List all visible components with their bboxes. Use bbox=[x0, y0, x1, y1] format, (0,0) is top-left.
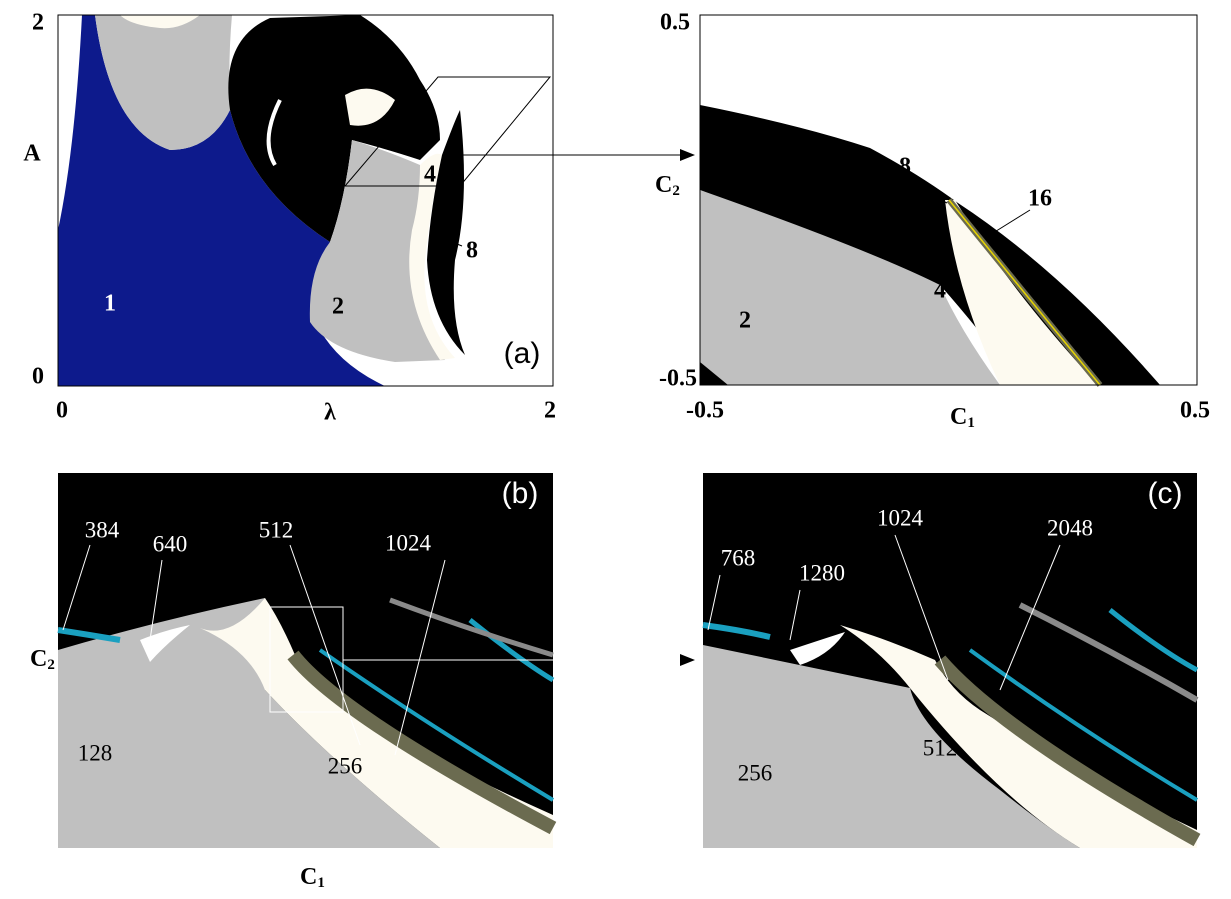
leader bbox=[999, 544, 1061, 691]
label-sub: 2 bbox=[672, 183, 680, 199]
x-tick: 0.5 bbox=[1180, 398, 1210, 424]
leader bbox=[911, 185, 948, 204]
region-label: 1 bbox=[104, 291, 116, 317]
streak bbox=[468, 618, 555, 683]
region bbox=[120, 15, 200, 29]
region-label: 2 bbox=[332, 294, 344, 320]
region-label: 4 bbox=[934, 278, 946, 304]
x-tick: 0 bbox=[56, 398, 68, 424]
panel-c: 768 1280 1024 2048 512 256 (c) bbox=[702, 473, 1201, 848]
y-label: A bbox=[23, 141, 41, 167]
streak bbox=[57, 627, 121, 643]
x-label: C1 bbox=[300, 864, 325, 892]
panel-label: (c) bbox=[1148, 477, 1183, 510]
region bbox=[703, 645, 1080, 848]
streak bbox=[389, 597, 554, 658]
region bbox=[228, 15, 440, 242]
leader bbox=[984, 209, 1031, 239]
region-label: 768 bbox=[721, 545, 756, 570]
streak bbox=[318, 648, 555, 802]
streak bbox=[1018, 602, 1199, 703]
label-sub: 1 bbox=[317, 875, 325, 891]
frame bbox=[57, 14, 554, 387]
region bbox=[427, 110, 465, 355]
panel-zoom: 0.5 -0.5 -0.5 0.5 C1 C2 2 4 8 16 bbox=[655, 10, 1210, 432]
arrow-head bbox=[680, 654, 695, 666]
region-label: 512 bbox=[259, 517, 294, 542]
region-label: 640 bbox=[153, 531, 188, 556]
region bbox=[700, 190, 1000, 385]
leader bbox=[707, 574, 721, 631]
streak bbox=[266, 99, 282, 167]
region-label: 1024 bbox=[877, 505, 924, 530]
panel-b: C2 C1 384 640 512 1024 128 256 (b) bbox=[30, 473, 695, 891]
leader bbox=[394, 559, 446, 756]
y-tick: 0 bbox=[32, 364, 44, 390]
x-tick: 2 bbox=[544, 398, 556, 424]
region-label: 512 bbox=[923, 735, 958, 760]
label-base: C bbox=[300, 864, 317, 890]
label-base: C bbox=[655, 172, 672, 198]
x-tick: -0.5 bbox=[686, 398, 724, 424]
leader bbox=[789, 589, 801, 641]
region-label: 1024 bbox=[385, 530, 432, 555]
region bbox=[345, 88, 395, 126]
streak bbox=[968, 648, 1199, 802]
region-label: 1280 bbox=[799, 560, 845, 585]
band bbox=[287, 650, 557, 835]
streak bbox=[702, 622, 771, 640]
region-label: 256 bbox=[738, 760, 773, 785]
region-label: 8 bbox=[899, 154, 911, 180]
region-label: 256 bbox=[328, 753, 363, 778]
region bbox=[58, 15, 385, 386]
x-label: C1 bbox=[950, 404, 975, 432]
region-label: 2048 bbox=[1047, 515, 1093, 540]
region-label: 2 bbox=[739, 308, 751, 334]
arrow-head bbox=[680, 149, 695, 161]
leader bbox=[62, 544, 91, 631]
y-tick: 0.5 bbox=[660, 10, 690, 36]
region-label: 8 bbox=[466, 238, 478, 264]
region bbox=[790, 632, 845, 665]
y-tick: -0.5 bbox=[659, 366, 697, 392]
label-base: C bbox=[30, 646, 47, 672]
leader bbox=[441, 237, 463, 247]
label-sub: 1 bbox=[967, 415, 975, 431]
panel-a: 2 0 0 2 λ A 1 2 4 8 (a) bbox=[23, 10, 695, 426]
x-label: λ bbox=[324, 400, 336, 426]
streak bbox=[1108, 608, 1199, 673]
region bbox=[58, 598, 440, 848]
region-label: 16 bbox=[1028, 186, 1052, 212]
band bbox=[948, 199, 1101, 386]
y-label: C2 bbox=[655, 172, 680, 200]
region bbox=[140, 625, 190, 662]
zoom-box bbox=[343, 76, 552, 187]
region-label: 4 bbox=[424, 162, 436, 188]
y-tick: 2 bbox=[32, 10, 44, 36]
frame bbox=[699, 14, 1198, 386]
panel-label: (a) bbox=[504, 337, 541, 370]
region-label: 128 bbox=[78, 740, 113, 765]
leader bbox=[289, 544, 361, 746]
region bbox=[409, 153, 455, 360]
region bbox=[82, 15, 232, 150]
label-sub: 2 bbox=[47, 657, 55, 673]
region-label: 384 bbox=[85, 517, 120, 542]
panel-label: (b) bbox=[502, 477, 539, 510]
label-base: C bbox=[950, 404, 967, 430]
region bbox=[700, 362, 728, 385]
leader bbox=[149, 559, 163, 641]
region bbox=[309, 140, 445, 362]
band bbox=[934, 655, 1201, 847]
leader bbox=[894, 534, 949, 681]
y-label: C2 bbox=[30, 646, 55, 674]
